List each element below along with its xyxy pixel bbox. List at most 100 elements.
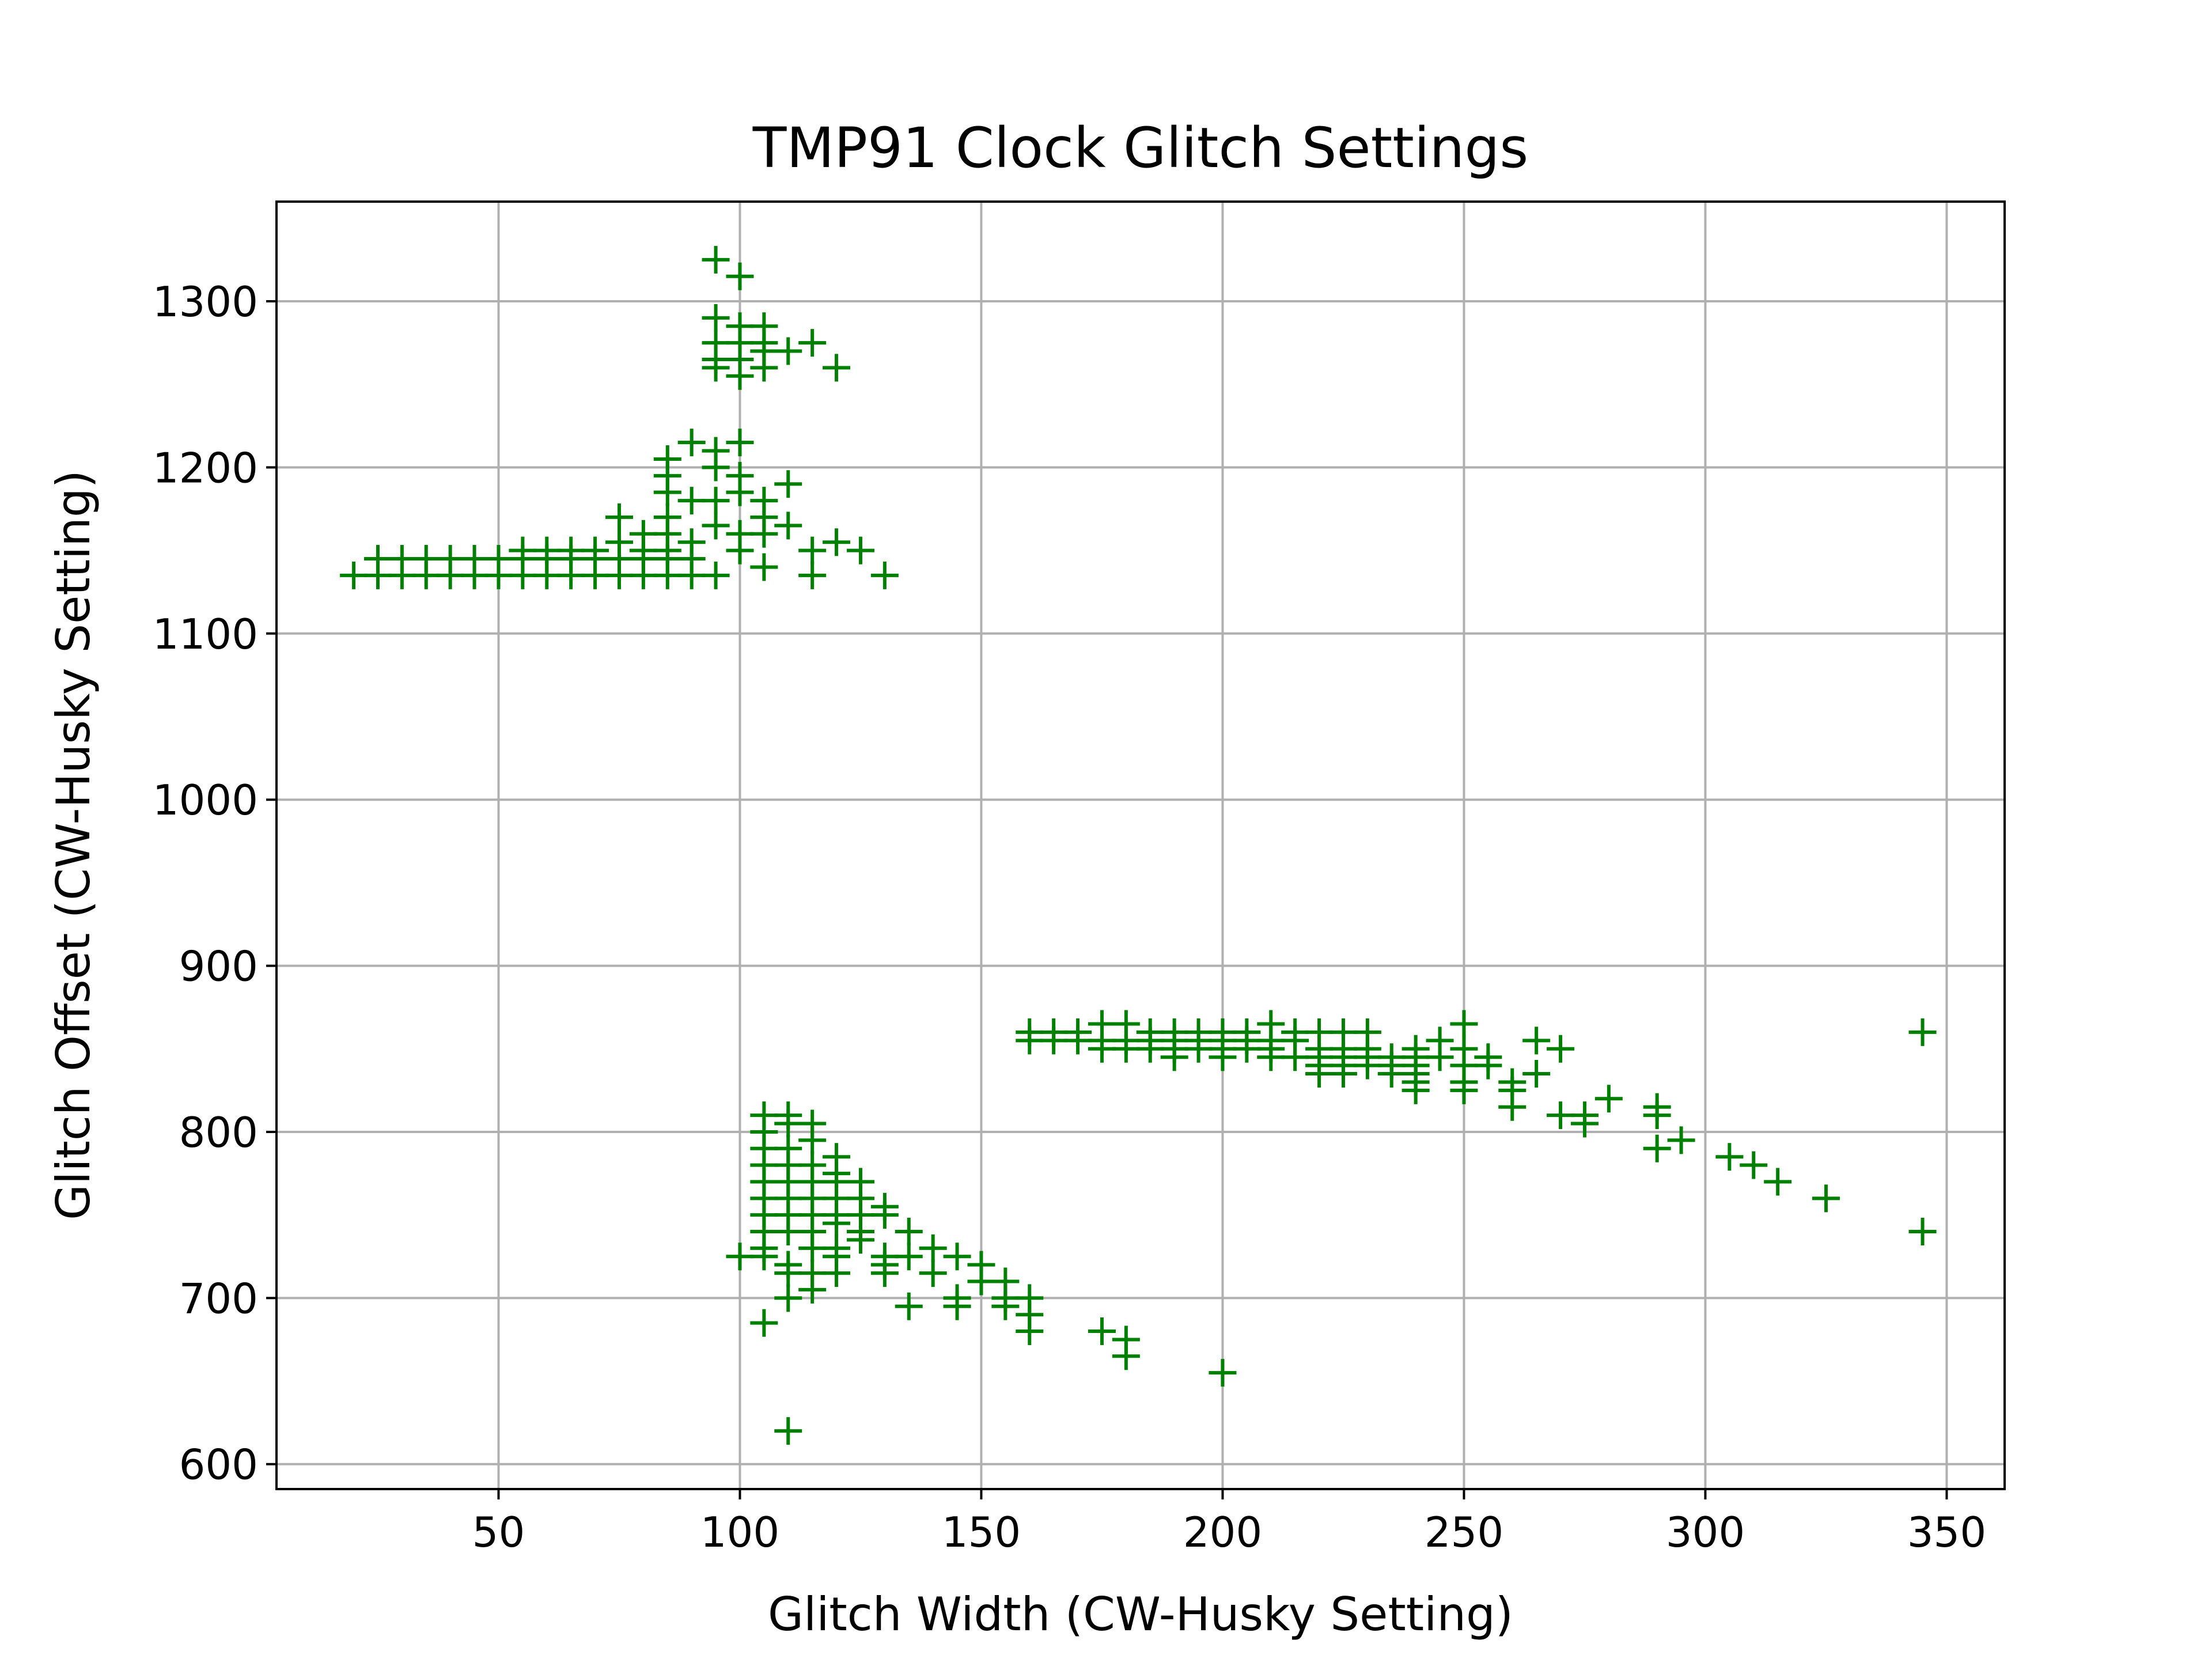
data-point-marker xyxy=(726,262,754,290)
data-point-marker xyxy=(1136,1035,1164,1063)
data-point-marker xyxy=(1016,1317,1044,1346)
chart-title: TMP91 Clock Glitch Settings xyxy=(752,116,1529,180)
data-point-marker xyxy=(1112,1035,1140,1063)
y-tick-label: 1100 xyxy=(153,610,258,658)
data-point-marker xyxy=(726,429,754,457)
data-point-marker xyxy=(774,1218,802,1245)
data-point-marker xyxy=(1377,1060,1406,1088)
data-point-marker xyxy=(702,561,730,589)
data-point-marker xyxy=(823,528,851,556)
data-point-marker xyxy=(750,1243,778,1271)
x-tick-label: 100 xyxy=(700,1508,779,1556)
data-point-marker xyxy=(823,1209,851,1237)
data-point-marker xyxy=(798,329,827,357)
x-tick-label: 50 xyxy=(472,1508,525,1556)
data-point-marker xyxy=(653,478,681,506)
data-point-marker xyxy=(1040,1027,1068,1055)
data-point-marker xyxy=(798,536,827,565)
y-tick-label: 600 xyxy=(179,1441,258,1489)
data-point-marker xyxy=(943,1292,971,1320)
data-point-marker xyxy=(846,536,874,565)
data-point-marker xyxy=(702,304,730,332)
data-point-marker xyxy=(750,553,778,581)
data-point-marker xyxy=(702,512,730,540)
data-point-marker xyxy=(533,561,561,589)
data-point-marker xyxy=(1112,1342,1140,1370)
data-point-marker xyxy=(1305,1060,1334,1088)
data-point-marker xyxy=(677,561,706,589)
data-point-marker xyxy=(1064,1027,1092,1055)
data-point-marker xyxy=(750,1309,778,1337)
data-point-marker xyxy=(1088,1317,1116,1346)
data-point-marker xyxy=(750,354,778,382)
plot-frame xyxy=(275,200,2006,1490)
data-point-marker xyxy=(605,503,633,531)
x-axis-ticks: 50 100 150 200 250 300 350 xyxy=(472,1489,1986,1556)
data-point-marker xyxy=(1088,1035,1116,1063)
data-point-marker xyxy=(1450,1010,1478,1038)
data-point-marker xyxy=(1764,1168,1792,1196)
data-point-marker xyxy=(895,1243,923,1271)
data-point-marker xyxy=(726,478,754,506)
data-point-marker xyxy=(870,1201,899,1229)
data-point-marker xyxy=(436,561,464,589)
y-tick-label: 900 xyxy=(179,942,258,991)
data-point-marker xyxy=(1547,1035,1575,1063)
data-point-marker xyxy=(774,1284,802,1312)
data-point-marker xyxy=(726,1243,754,1271)
y-tick-label: 1000 xyxy=(153,776,258,824)
data-point-marker xyxy=(823,354,851,382)
data-point-marker xyxy=(750,520,778,548)
data-point-marker xyxy=(870,1259,899,1287)
data-point-marker xyxy=(1209,1359,1237,1387)
data-point-marker xyxy=(967,1267,995,1296)
data-point-marker xyxy=(823,1259,851,1287)
data-point-marker xyxy=(1812,1184,1840,1213)
data-point-marker xyxy=(1594,1085,1623,1113)
x-axis-label: Glitch Width (CW-Husky Setting) xyxy=(768,1588,1513,1641)
data-point-marker xyxy=(1402,1076,1430,1104)
data-point-marker xyxy=(774,1417,802,1445)
data-point-marker xyxy=(629,561,657,589)
data-point-marker xyxy=(1715,1143,1744,1171)
data-point-marker xyxy=(1570,1109,1599,1138)
data-point-marker xyxy=(919,1259,947,1287)
data-point-marker xyxy=(870,561,899,589)
data-point-marker xyxy=(846,1226,874,1254)
data-markers xyxy=(340,245,1937,1445)
data-point-marker xyxy=(895,1218,923,1245)
data-point-marker xyxy=(677,487,706,515)
x-tick-label: 300 xyxy=(1666,1508,1745,1556)
data-point-marker xyxy=(943,1243,971,1271)
data-point-marker xyxy=(798,561,827,589)
data-point-marker xyxy=(605,561,633,589)
y-tick-label: 1300 xyxy=(153,278,258,326)
grid-lines xyxy=(276,202,2005,1489)
data-point-marker xyxy=(1908,1218,1937,1245)
data-point-marker xyxy=(1184,1035,1213,1063)
data-point-marker xyxy=(702,245,730,274)
y-tick-label: 800 xyxy=(179,1108,258,1157)
data-point-marker xyxy=(1281,1043,1309,1071)
x-tick-label: 150 xyxy=(942,1508,1021,1556)
data-point-marker xyxy=(798,1126,827,1154)
data-point-marker xyxy=(340,561,368,589)
data-point-marker xyxy=(653,561,681,589)
data-point-marker xyxy=(798,1275,827,1304)
data-point-marker xyxy=(677,429,706,457)
data-point-marker xyxy=(991,1292,1020,1320)
data-point-marker xyxy=(1498,1093,1527,1121)
data-point-marker xyxy=(1257,1043,1285,1071)
data-point-marker xyxy=(798,1234,827,1262)
data-point-marker xyxy=(1474,1051,1502,1080)
y-axis-label: Glitch Offset (CW-Husky Setting) xyxy=(47,470,100,1220)
data-point-marker xyxy=(1643,1101,1671,1130)
data-point-marker xyxy=(895,1292,923,1320)
data-point-marker xyxy=(1522,1060,1551,1088)
data-point-marker xyxy=(1522,1027,1551,1055)
data-point-marker xyxy=(774,512,802,540)
data-point-marker xyxy=(1209,1043,1237,1071)
data-point-marker xyxy=(388,561,416,589)
data-point-marker xyxy=(1160,1043,1188,1071)
